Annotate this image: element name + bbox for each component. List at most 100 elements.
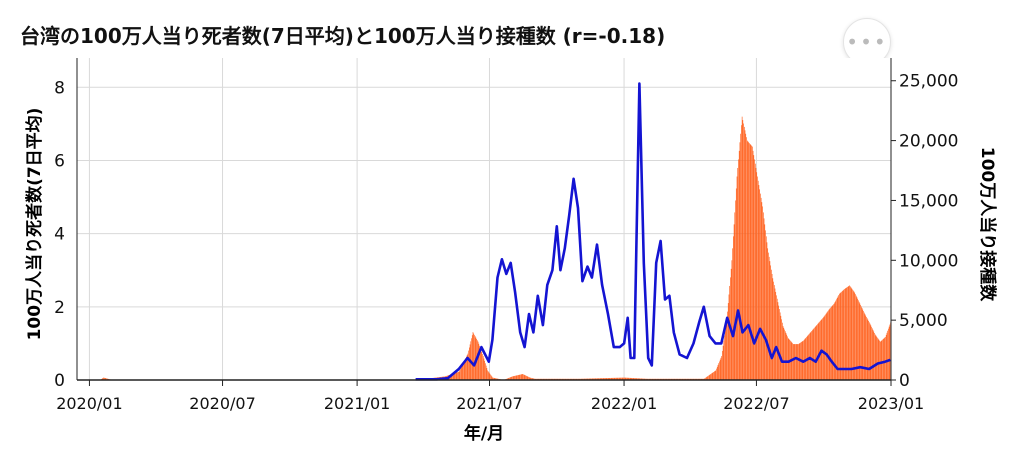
vaccination-bar <box>880 341 881 380</box>
vaccination-bar <box>454 373 456 380</box>
vaccination-bar <box>743 123 744 381</box>
vaccination-bar <box>604 378 605 380</box>
vaccination-bar <box>508 377 510 380</box>
y-left-tick-label: 6 <box>54 151 65 171</box>
vaccination-bar <box>515 375 516 380</box>
vaccination-bar <box>769 261 771 380</box>
vaccination-bar <box>742 120 744 381</box>
vaccination-bar <box>531 377 532 380</box>
vaccination-bar <box>747 141 749 380</box>
vaccination-bar <box>467 353 469 380</box>
vaccination-bar <box>870 325 872 380</box>
vaccination-bar <box>711 373 713 380</box>
vaccination-bar <box>488 372 490 380</box>
vaccination-bar <box>636 378 638 380</box>
vaccination-bar <box>619 377 621 380</box>
vaccination-bar <box>757 180 759 380</box>
vaccination-bar <box>493 377 495 380</box>
vaccination-bar <box>877 338 879 380</box>
vaccination-bar <box>796 344 798 380</box>
vaccination-bar <box>482 354 483 380</box>
vaccination-bar <box>863 311 864 380</box>
vaccination-bar <box>889 324 891 380</box>
vaccination-bar <box>717 365 719 380</box>
vaccination-bar <box>735 200 736 380</box>
vaccination-bar <box>513 376 515 380</box>
vaccination-bar <box>819 321 820 380</box>
vaccination-bar <box>760 193 761 380</box>
vaccination-bar <box>737 167 739 380</box>
vaccination-bar <box>624 377 626 380</box>
vaccination-bar <box>460 367 462 380</box>
vaccination-bar <box>798 343 800 380</box>
vaccination-bar <box>773 285 775 380</box>
vaccination-bar <box>478 343 480 380</box>
vaccination-bar <box>465 358 466 380</box>
vaccination-bar <box>640 378 641 380</box>
vaccination-bar <box>630 377 632 380</box>
vaccination-bar <box>464 359 466 380</box>
vaccination-bar <box>839 293 840 380</box>
vaccination-bar <box>727 303 729 380</box>
vaccination-bar <box>460 368 461 380</box>
vaccination-bar <box>738 159 739 380</box>
vaccination-bar <box>817 323 819 380</box>
vaccination-bar <box>592 378 594 380</box>
vaccination-bar <box>618 377 620 380</box>
vaccination-bar <box>623 377 624 380</box>
vaccination-bar <box>626 377 627 380</box>
vaccination-bar <box>859 303 861 380</box>
vaccination-bar <box>772 278 774 380</box>
vaccination-bar <box>825 314 826 380</box>
vaccination-bar <box>763 218 765 380</box>
vaccination-bar <box>752 146 753 380</box>
vaccination-bar <box>874 332 875 380</box>
vaccination-bar <box>490 375 492 380</box>
vaccination-bar <box>833 304 834 380</box>
x-tick-label: 2020/07 <box>189 394 255 413</box>
vaccination-bar <box>455 372 456 380</box>
vaccination-bar <box>765 236 767 380</box>
vaccination-bar <box>496 378 497 380</box>
y-axis-left-label: 100万人当り死者数(7日平均) <box>24 108 45 341</box>
vaccination-bar <box>732 248 733 380</box>
x-tick-label: 2023/01 <box>858 394 924 413</box>
vaccination-bar <box>852 289 853 380</box>
vaccination-bar <box>847 286 848 380</box>
vaccination-bar <box>885 336 886 380</box>
vaccination-bar <box>882 339 883 380</box>
vaccination-bar <box>456 372 458 380</box>
vaccination-bar <box>833 303 835 380</box>
vaccination-bar <box>106 378 107 380</box>
vaccination-bar <box>852 290 854 380</box>
vaccination-bar <box>520 374 521 380</box>
vaccination-bar <box>797 344 799 380</box>
vaccination-bar <box>749 143 750 380</box>
vaccination-bar <box>778 305 779 380</box>
vaccination-bar <box>858 301 860 380</box>
x-tick-label: 2021/01 <box>324 394 390 413</box>
vaccination-bar <box>720 357 722 380</box>
vaccination-bar <box>724 335 725 380</box>
vaccination-bar <box>716 366 718 380</box>
vaccination-bar <box>781 319 782 380</box>
vaccination-bar <box>640 378 642 380</box>
y-right-tick-label: 0 <box>899 371 910 391</box>
vaccination-bar <box>863 312 865 380</box>
vaccination-bar <box>484 360 485 380</box>
vaccination-bar <box>635 378 637 380</box>
vaccination-bar <box>869 323 871 380</box>
vaccination-bar <box>706 376 708 380</box>
vaccination-bar <box>878 339 880 380</box>
vaccination-bar <box>598 378 600 380</box>
vaccination-bar <box>850 286 851 380</box>
vaccination-bar <box>814 326 816 380</box>
vaccination-bar <box>881 340 883 380</box>
vaccination-bar <box>763 212 764 380</box>
vaccination-bar <box>639 378 641 380</box>
vaccination-bar <box>605 378 607 380</box>
vaccination-bar <box>812 330 813 380</box>
chart-title: 台湾の100万人当り死者数(7日平均)と100万人当り接種数 (r=-0.18) <box>20 24 666 48</box>
vaccination-bar <box>866 318 868 380</box>
